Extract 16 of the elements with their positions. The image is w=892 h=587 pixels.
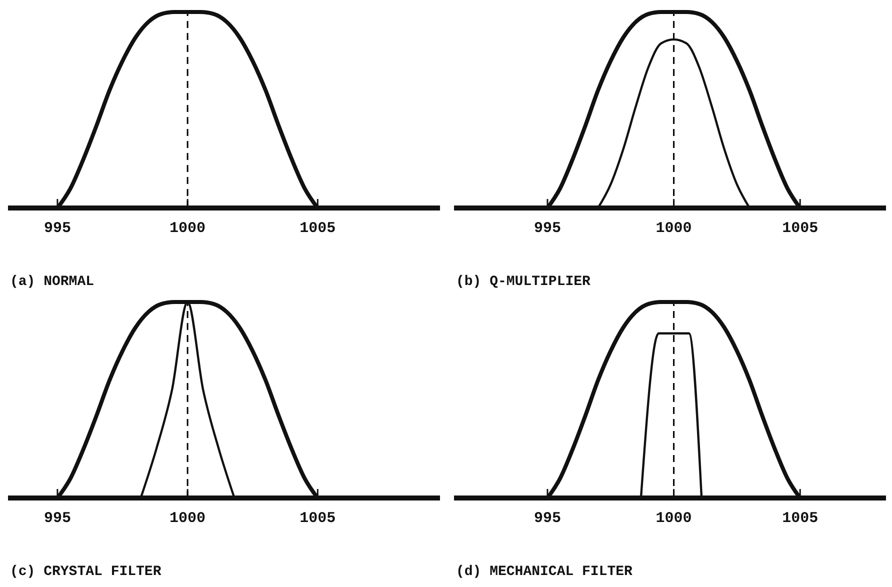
x-tick-label: 1005: [782, 220, 818, 237]
x-tick-label: 1000: [656, 220, 692, 237]
x-tick-label: 1000: [656, 510, 692, 527]
text: (b) Q-MULTIPLIER: [456, 274, 592, 290]
x-tick-label: 1000: [170, 510, 206, 527]
text: (c) CRYSTAL FILTER: [10, 564, 162, 580]
text: (a) NORMAL: [10, 274, 94, 290]
x-tick-label: 1000: [170, 220, 206, 237]
x-tick-label: 995: [534, 510, 561, 527]
x-tick-label: 995: [534, 220, 561, 237]
x-tick-label: 995: [44, 220, 71, 237]
x-tick-label: 1005: [300, 510, 336, 527]
text: (d) MECHANICAL FILTER: [456, 564, 634, 580]
x-tick-label: 1005: [782, 510, 818, 527]
x-tick-label: 995: [44, 510, 71, 527]
x-tick-label: 1005: [300, 220, 336, 237]
